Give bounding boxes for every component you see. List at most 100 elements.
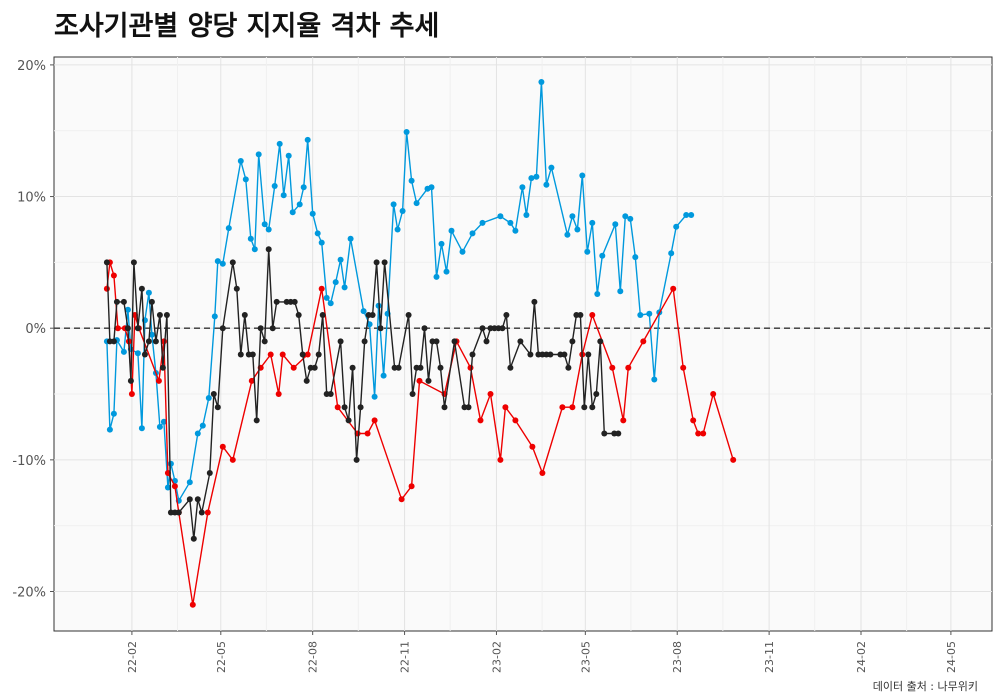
data-point (594, 291, 601, 297)
y-tick-label: 0% (25, 322, 46, 337)
data-point (138, 425, 145, 432)
x-tick-label: 22-08 (307, 641, 320, 673)
data-point (357, 404, 364, 411)
data-point (640, 338, 647, 345)
data-point (261, 338, 268, 345)
data-point (275, 391, 282, 397)
data-point (730, 456, 737, 463)
data-point (249, 351, 256, 358)
data-point (242, 176, 249, 183)
data-point (334, 404, 341, 411)
data-point (186, 479, 193, 486)
data-point (164, 484, 171, 491)
data-point (304, 136, 311, 143)
data-point (547, 351, 554, 358)
data-point (538, 79, 545, 85)
data-point (507, 219, 514, 226)
data-point (589, 312, 596, 318)
data-point (497, 456, 504, 463)
data-point (441, 404, 448, 411)
data-point (548, 164, 555, 171)
data-point (364, 430, 371, 437)
data-point (451, 338, 458, 345)
data-point (569, 404, 576, 411)
data-point (421, 325, 428, 332)
data-point (134, 325, 141, 332)
data-point (373, 259, 380, 266)
data-point (417, 364, 424, 371)
data-point (433, 338, 440, 345)
data-point (577, 312, 584, 318)
data-point (469, 351, 476, 358)
data-point (303, 377, 310, 384)
data-point (273, 298, 280, 305)
data-point (156, 312, 163, 318)
data-point (190, 535, 197, 542)
series-3 (103, 246, 622, 542)
data-point (323, 294, 330, 301)
data-point (315, 351, 322, 358)
data-point (409, 391, 416, 397)
data-point (413, 200, 420, 207)
data-point (499, 325, 506, 332)
data-point (683, 212, 690, 218)
data-point (106, 426, 113, 433)
data-point (214, 258, 221, 265)
data-point (361, 338, 368, 345)
data-point (114, 325, 121, 332)
data-point (337, 338, 344, 345)
data-point (584, 248, 591, 255)
data-point (299, 351, 306, 358)
data-point (237, 158, 244, 164)
data-point (609, 364, 616, 371)
data-point (257, 325, 264, 332)
data-point (620, 417, 627, 424)
data-point (225, 225, 232, 232)
data-point (380, 372, 387, 379)
data-point (569, 338, 576, 345)
data-point (155, 377, 162, 384)
data-point (646, 310, 653, 317)
data-point (700, 430, 707, 437)
data-point (332, 279, 339, 286)
data-point (390, 201, 397, 208)
data-point (341, 284, 348, 291)
data-point (237, 351, 244, 358)
data-point (512, 227, 519, 234)
data-point (253, 417, 260, 424)
data-point (507, 364, 514, 371)
data-point (673, 223, 680, 230)
data-point (371, 393, 378, 400)
data-point (219, 325, 226, 332)
y-tick-label: 20% (17, 59, 46, 74)
data-point (163, 312, 170, 318)
data-point (416, 377, 423, 384)
data-point (403, 129, 410, 135)
y-tick-label: -20% (12, 586, 46, 601)
data-point (371, 417, 378, 424)
data-point (214, 404, 221, 411)
data-point (408, 177, 415, 184)
data-point (148, 298, 155, 305)
data-point (110, 338, 117, 345)
data-point (632, 254, 639, 261)
data-point (517, 338, 524, 345)
data-point (156, 423, 163, 430)
data-point (241, 312, 248, 318)
data-point (349, 364, 356, 371)
data-point (533, 173, 540, 180)
y-tick-label: -10% (12, 454, 46, 469)
data-point (448, 227, 455, 234)
data-point (159, 364, 166, 371)
x-tick-label: 22-05 (215, 641, 228, 673)
data-point (311, 364, 318, 371)
data-point (559, 404, 566, 411)
data-point (267, 351, 274, 358)
data-point (539, 470, 546, 476)
data-point (487, 391, 494, 397)
data-point (579, 172, 586, 179)
data-point (261, 221, 268, 228)
data-point (405, 312, 412, 318)
data-point (543, 181, 550, 188)
data-point (233, 285, 240, 292)
